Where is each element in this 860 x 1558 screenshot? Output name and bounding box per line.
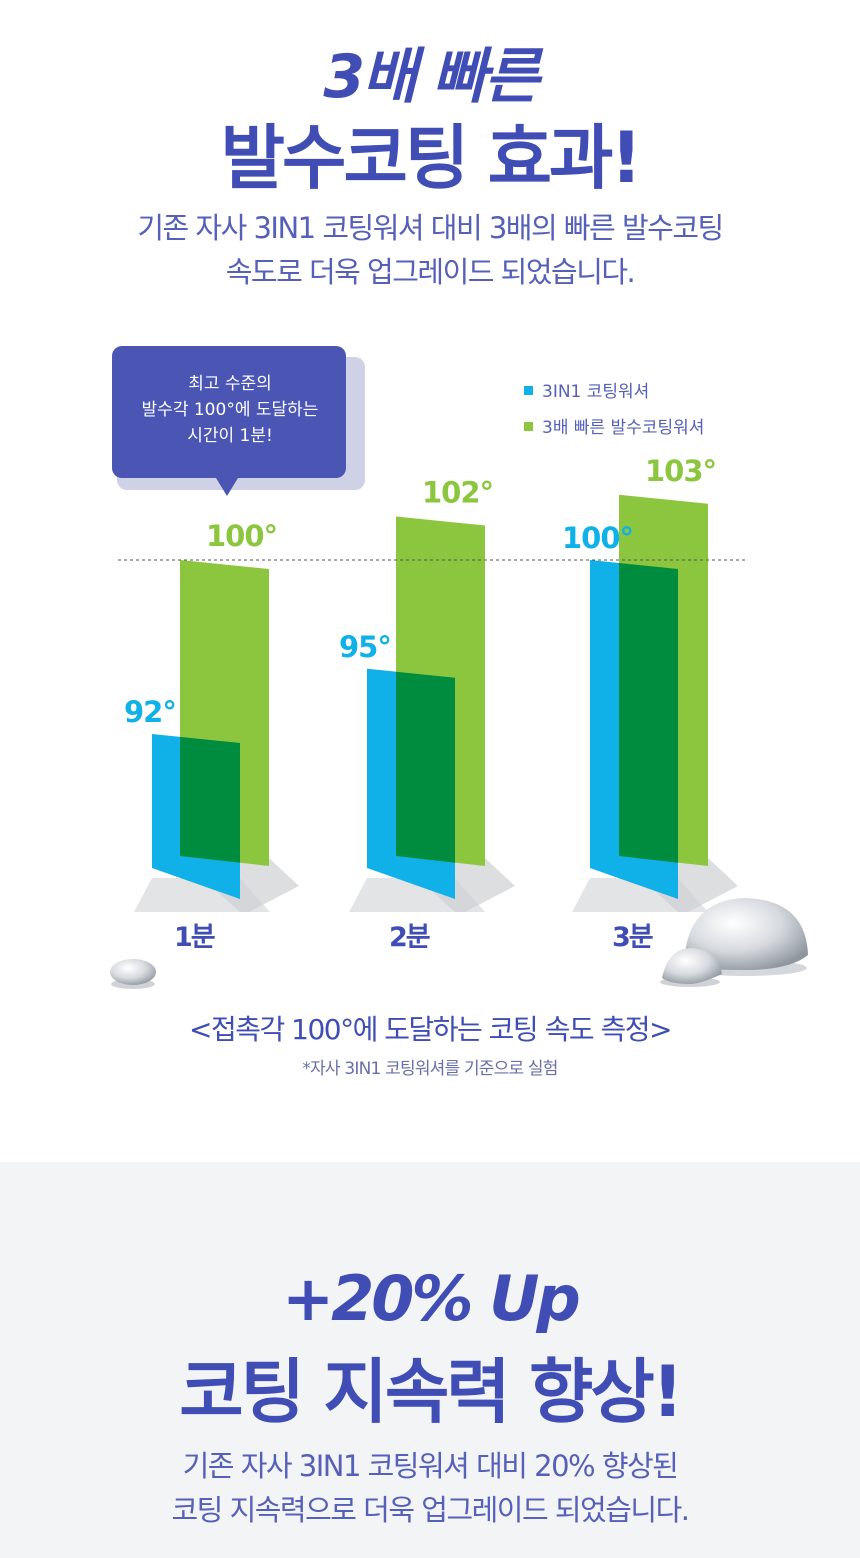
bar-overlap-1 xyxy=(180,736,240,863)
water-droplets-illustration xyxy=(110,898,808,989)
contact-angle-chart: 92° 100° 95° 102° 100° 103° 1분 2분 3분 최고 수준의 발수각… xyxy=(110,346,808,989)
bar-overlap-3 xyxy=(619,562,678,863)
bar-overlap-2 xyxy=(396,671,455,863)
legend-label-fast: 3배 빠른 발수코팅워셔 xyxy=(542,418,704,438)
legend-swatch-fast xyxy=(524,422,533,431)
value-label-3in1-3: 100° xyxy=(562,521,633,555)
value-label-fast-1: 100° xyxy=(206,519,277,553)
legend-swatch-3in1 xyxy=(524,386,533,395)
callout-line1: 최고 수준의 xyxy=(188,374,272,394)
durability-description-line1: 기존 자사 3IN1 코팅워셔 대비 20% 향상된 xyxy=(182,1449,679,1483)
durability-section xyxy=(0,1162,860,1558)
value-label-fast-2: 102° xyxy=(422,476,493,510)
value-label-3in1-2: 95° xyxy=(339,630,391,664)
speed-description: 기존 자사 3IN1 코팅워셔 대비 3배의 빠른 발수코팅 속도로 더욱 업그… xyxy=(0,206,860,294)
durability-description: 기존 자사 3IN1 코팅워셔 대비 20% 향상된 코팅 지속력으로 더욱 업… xyxy=(0,1444,860,1532)
value-label-fast-3: 103° xyxy=(645,454,716,488)
chart-legend: 3IN1 코팅워셔 3배 빠른 발수코팅워셔 xyxy=(524,382,704,438)
legend-label-3in1: 3IN1 코팅워셔 xyxy=(542,382,649,402)
coating-speed-section: 3배 빠른 발수코팅 효과! 기존 자사 3IN1 코팅워셔 대비 3배의 빠른… xyxy=(0,42,860,1079)
headline-20-percent-up: +20% Up xyxy=(282,1262,581,1335)
chart-footnote: *자사 3IN1 코팅워셔를 기준으로 실험 xyxy=(302,1059,558,1079)
callout-line3: 시간이 1분! xyxy=(187,426,273,446)
headline-coating-effect: 발수코팅 효과! xyxy=(220,117,643,199)
callout-line2: 발수각 100°에 도달하는 xyxy=(142,400,319,420)
headline-durability: 코팅 지속력 향상! xyxy=(179,1351,683,1433)
headline-speed: 3배 빠른 xyxy=(323,42,539,112)
value-label-3in1-1: 92° xyxy=(124,695,176,729)
durability-description-line2: 코팅 지속력으로 더욱 업그레이드 되었습니다. xyxy=(171,1493,690,1527)
category-label-3: 3분 xyxy=(612,922,653,953)
callout-bubble: 최고 수준의 발수각 100°에 도달하는 시간이 1분! xyxy=(112,346,365,496)
category-label-2: 2분 xyxy=(389,922,430,953)
speed-description-line2: 속도로 더욱 업그레이드 되었습니다. xyxy=(225,255,636,289)
speed-description-line1: 기존 자사 3IN1 코팅워셔 대비 3배의 빠른 발수코팅 xyxy=(137,211,724,245)
chart-bars xyxy=(152,494,708,899)
category-labels: 1분 2분 3분 xyxy=(174,922,655,953)
chart-caption: <접촉각 100°에 도달하는 코팅 속도 측정> xyxy=(188,1013,673,1046)
value-labels: 92° 100° 95° 102° 100° 103° xyxy=(124,454,717,729)
category-label-1: 1분 xyxy=(174,922,215,953)
